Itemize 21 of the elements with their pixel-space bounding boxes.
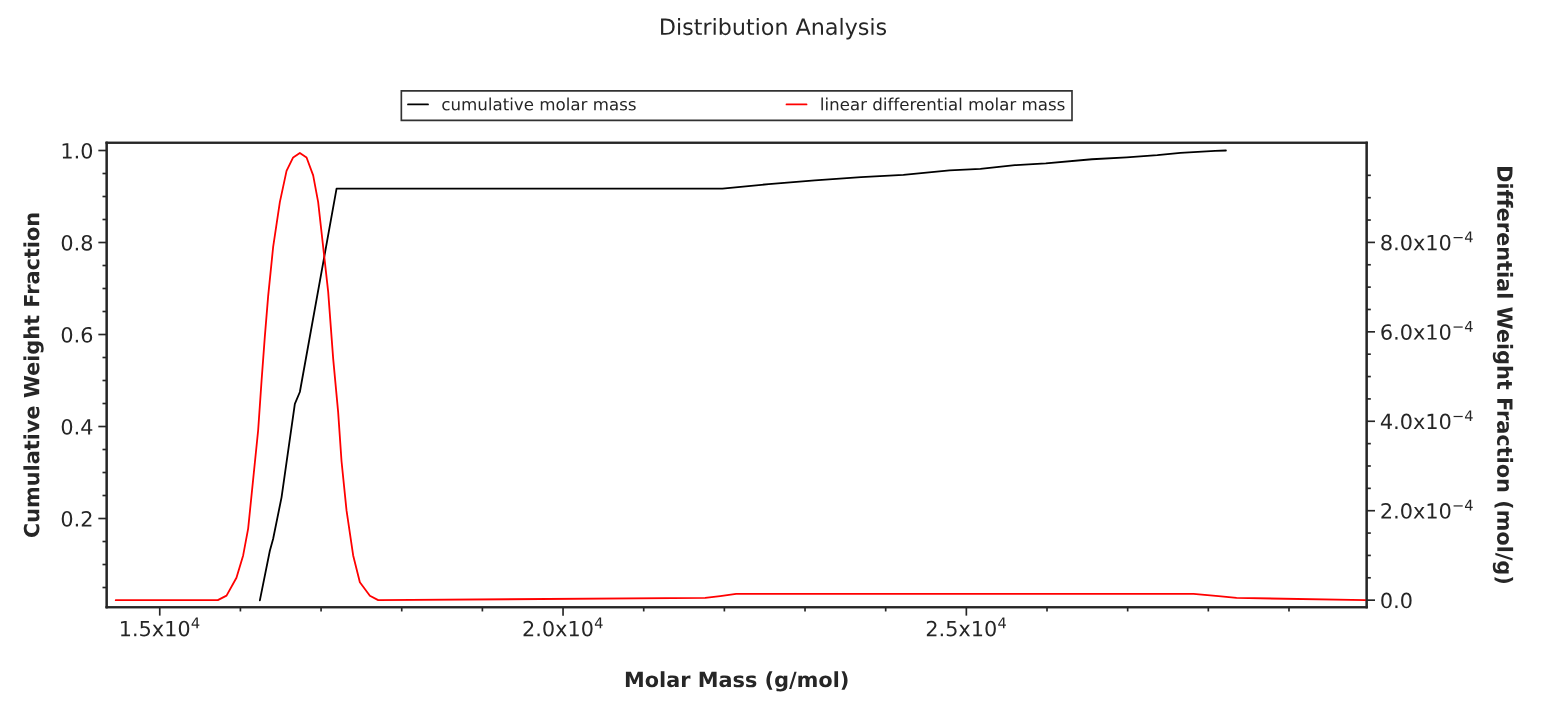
y-tick-label: 0.6 (61, 326, 93, 343)
y2-tick-label: 0.0 (1381, 592, 1412, 609)
y-tick-label: 1.0 (62, 142, 93, 159)
y-tick-label: 0.8 (61, 234, 93, 251)
y-axis-title: Cumulative Weight Fraction (23, 213, 44, 538)
x-tick-label: 2.5x10$^{4}$ (926, 617, 1006, 637)
y2-tick-label: 6.0x10$^{−4}$ (1381, 321, 1473, 340)
x-tick-label: 2.0x10$^{4}$ (523, 617, 603, 637)
y2-tick-label: 4.0x10$^{−4}$ (1380, 410, 1473, 430)
y2-axis-title: Differential Weight Fraction (mol/g) (1492, 167, 1514, 584)
chart-title: Distribution Analysis (661, 17, 887, 40)
legend-label: cumulative molar mass (442, 97, 636, 111)
y-tick-label: 0.4 (61, 418, 93, 435)
legend-label: linear differential molar mass (821, 97, 1065, 111)
x-tick-label: 1.5x10$^{4}$ (121, 617, 200, 637)
y2-tick-label: 8.0x10$^{−4}$ (1381, 231, 1473, 251)
y-tick-label: 0.2 (61, 510, 92, 527)
x-axis-title: Molar Mass (g/mol) (625, 671, 848, 692)
line-series (258, 149, 1227, 602)
y2-tick-label: 2.0x10$^{−4}$ (1381, 499, 1473, 519)
line-series (114, 152, 1367, 602)
